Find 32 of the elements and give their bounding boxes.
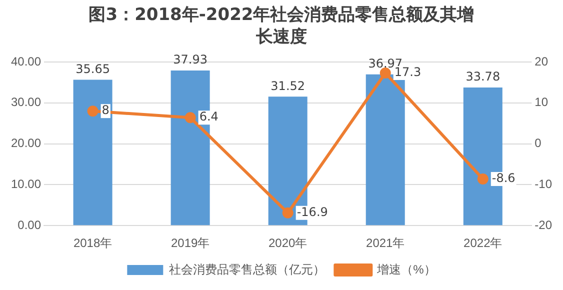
- legend-label: 社会消费品零售总额（亿元）: [169, 262, 326, 276]
- data-label: 6.4: [199, 110, 218, 124]
- y-tick-label: 10.00: [11, 177, 42, 192]
- y-tick-label: 30.00: [11, 95, 42, 110]
- point: [87, 106, 98, 117]
- y2-tick-label: -20: [534, 218, 552, 232]
- data-label: -8.6: [492, 171, 516, 186]
- data-label: 31.52: [270, 78, 306, 93]
- y2-tick-label: 20: [534, 54, 548, 68]
- bar: [73, 80, 112, 226]
- y2-tick-label: -10: [534, 177, 552, 192]
- data-label: 37.93: [173, 52, 208, 67]
- x-tick-label: 2021年: [366, 236, 405, 250]
- data-label: 33.78: [466, 70, 500, 84]
- point: [282, 207, 294, 218]
- data-label: 8: [102, 103, 110, 118]
- data-label: -16.9: [296, 205, 328, 220]
- chart-title: 图3：2018年-2022年社会消费品零售总额及其增长速度: [88, 4, 476, 48]
- legend-label: 增速（%）: [376, 262, 436, 276]
- x-tick-label: 2018年: [73, 236, 112, 250]
- y-tick-label: 40.00: [11, 54, 42, 68]
- y-tick-label: 20.00: [11, 136, 42, 150]
- y2-tick-label: 10: [534, 95, 548, 110]
- y-tick-label: 0.00: [18, 218, 42, 232]
- data-label: 35.65: [76, 62, 110, 76]
- x-tick-label: 2019年: [170, 236, 210, 250]
- x-tick-label: 2022年: [464, 236, 502, 250]
- point: [380, 68, 391, 79]
- x-tick-label: 2020年: [268, 236, 308, 250]
- point: [184, 112, 196, 124]
- y2-tick-label: 0: [534, 136, 542, 150]
- point: [477, 173, 488, 184]
